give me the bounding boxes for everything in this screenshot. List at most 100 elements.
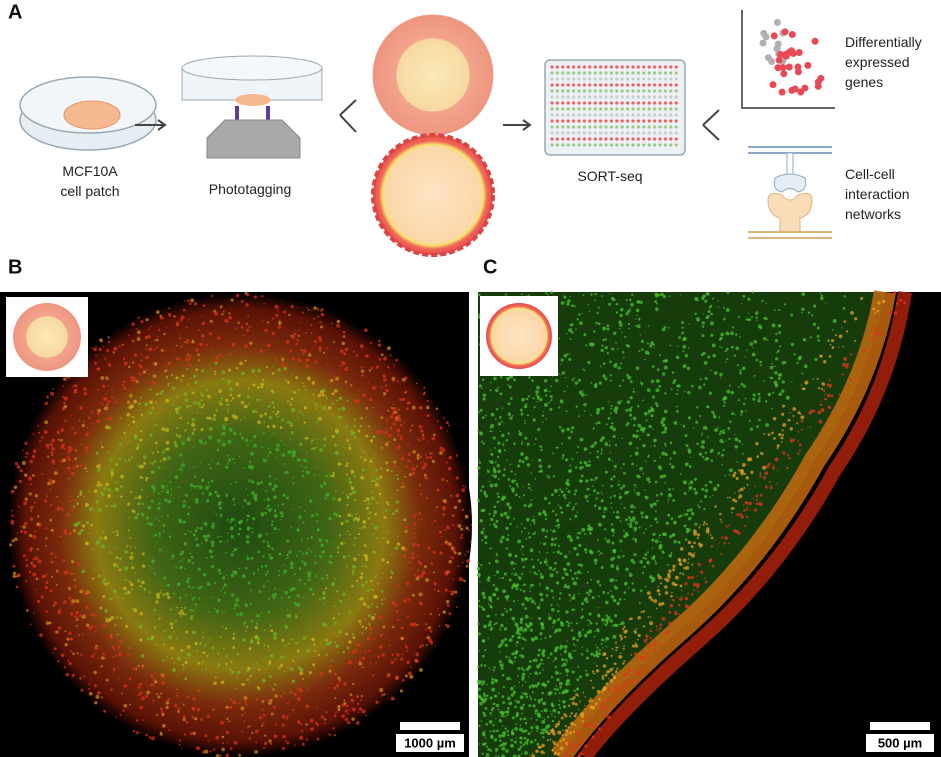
speckle [366,589,370,593]
speckle [286,400,290,403]
speckle [616,701,618,703]
speckle [781,412,785,416]
speckle [487,637,490,640]
speckle [107,416,112,421]
well [674,131,678,135]
speckle [91,548,94,550]
speckle [823,360,827,364]
speckle [629,522,633,525]
speckle [209,485,211,487]
speckle [469,510,471,512]
speckle [211,294,214,298]
speckle [219,540,223,543]
speckle [602,591,605,595]
speckle [560,490,564,494]
speckle [103,397,106,401]
speckle [244,344,249,349]
speckle [493,666,496,669]
speckle [572,650,574,652]
speckle [48,478,52,482]
speckle [635,486,637,488]
speckle [261,700,265,703]
speckle [477,472,480,475]
speckle [328,733,331,736]
speckle [802,387,806,391]
speckle [145,673,148,676]
speckle [565,487,568,490]
speckle [146,522,149,525]
well [572,77,576,81]
speckle [732,498,736,502]
speckle [501,746,506,751]
speckle [838,393,841,396]
speckle [303,437,306,440]
speckle [524,729,528,733]
speckle [192,391,195,395]
speckle [488,595,492,600]
well [582,125,587,129]
speckle [337,408,341,411]
speckle [480,387,483,390]
speckle [482,654,485,658]
speckle [154,441,158,445]
well [631,77,635,81]
speckle [151,406,154,409]
speckle [365,580,368,584]
speckle [141,502,145,506]
speckle [661,577,663,580]
speckle [538,585,541,587]
well [604,113,608,117]
speckle [135,380,139,384]
speckle [151,484,155,488]
speckle [372,589,374,592]
speckle [148,411,153,415]
speckle [547,293,549,296]
beam [235,106,239,120]
speckle [390,406,394,410]
speckle [445,480,448,482]
speckle [165,440,170,445]
speckle [630,406,633,409]
speckle [332,543,334,545]
speckle [11,509,13,512]
speckle [311,381,316,385]
speckle [24,441,28,445]
speckle [180,550,185,555]
speckle [547,731,551,736]
speckle [205,499,210,503]
speckle [110,468,114,473]
speckle [331,474,335,478]
speckle [68,521,71,523]
speckle [283,463,286,465]
speckle [72,385,74,388]
speckle [418,592,423,597]
speckle [539,583,541,585]
speckle [536,673,539,676]
speckle [282,493,286,497]
speckle [314,403,317,406]
speckle [116,633,119,636]
well [599,71,603,75]
well [636,113,641,117]
speckle [540,728,543,732]
speckle [411,593,415,597]
speckle [221,612,223,614]
speckle [323,444,326,447]
speckle [352,707,356,712]
speckle [192,697,196,701]
speckle [843,320,847,323]
speckle [139,372,142,376]
speckle [271,508,273,510]
speckle [124,459,127,462]
speckle [512,690,517,695]
well [631,101,635,105]
speckle [632,434,636,438]
speckle [185,666,187,669]
speckle [684,582,688,586]
speckle [359,344,364,349]
speckle [255,698,259,702]
speckle [646,433,650,437]
speckle [602,326,607,331]
speckle [214,676,217,679]
speckle [262,458,267,463]
